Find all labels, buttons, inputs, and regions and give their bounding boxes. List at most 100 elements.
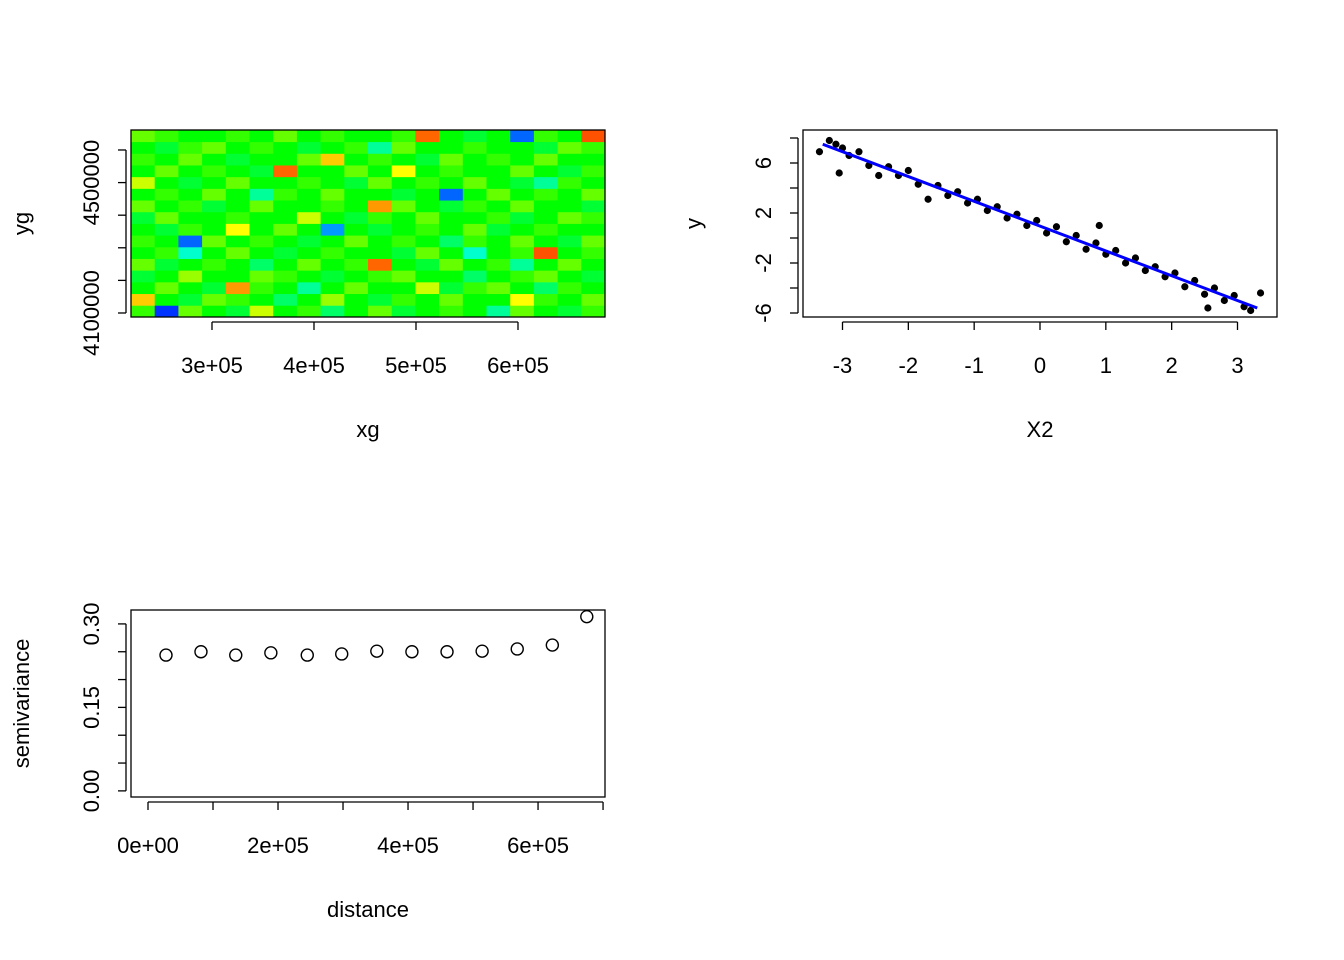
heat-cell — [462, 246, 487, 259]
heat-cell — [368, 246, 393, 259]
heat-cell — [344, 258, 369, 271]
heat-cell — [439, 153, 464, 166]
heat-cell — [510, 200, 535, 213]
heat-cell — [202, 235, 227, 248]
point — [1121, 259, 1130, 267]
heat-cell — [391, 141, 416, 154]
heat-cell — [131, 200, 156, 213]
heat-cell — [249, 246, 274, 259]
heat-cell — [225, 188, 250, 201]
heat-cell — [439, 235, 464, 248]
heat-cell — [202, 305, 227, 318]
y-tick-label: 0.00 — [79, 769, 104, 812]
heat-cell — [557, 211, 582, 224]
heat-cell — [581, 258, 606, 271]
heat-cell — [131, 141, 156, 154]
heat-cell — [557, 176, 582, 189]
heat-cell — [344, 200, 369, 213]
heat-cell — [225, 165, 250, 178]
point — [983, 206, 991, 215]
heat-cell — [368, 153, 393, 166]
heat-cell — [320, 165, 345, 178]
heat-cell — [415, 153, 440, 166]
heat-cell — [462, 153, 487, 166]
heat-cell — [439, 200, 464, 213]
heat-cell — [510, 211, 535, 224]
heat-cell — [273, 211, 298, 224]
heat-cell — [557, 141, 582, 154]
heat-cell — [439, 281, 464, 295]
heat-cell — [557, 270, 582, 283]
heat-cell — [273, 188, 298, 201]
heat-cell — [415, 141, 440, 154]
heat-cell — [225, 200, 250, 213]
heat-cell — [296, 246, 321, 259]
heat-cell — [486, 153, 511, 166]
heat-cell — [533, 235, 558, 248]
heat-cell — [273, 293, 298, 306]
heat-cell — [462, 293, 487, 306]
heat-cell — [557, 223, 582, 236]
point — [545, 638, 560, 652]
point — [1141, 266, 1149, 275]
heat-cell — [462, 235, 487, 248]
heat-cell — [368, 165, 393, 178]
heat-cell — [296, 270, 321, 283]
heat-cell — [462, 130, 487, 143]
heat-cell — [557, 188, 582, 201]
heat-cell — [557, 293, 582, 306]
heat-cell — [510, 235, 535, 248]
heat-cell — [439, 188, 464, 201]
heat-cell — [415, 223, 440, 236]
point — [1247, 306, 1255, 315]
heat-cell — [154, 176, 179, 189]
heat-cell — [273, 281, 298, 295]
heat-cell — [533, 141, 558, 154]
point — [1003, 214, 1011, 222]
heat-cell — [154, 293, 179, 306]
heat-cell — [249, 188, 274, 201]
heat-cell — [557, 235, 582, 248]
heat-cell — [296, 235, 321, 248]
point — [335, 647, 349, 661]
heat-cell — [462, 223, 487, 236]
heat-cell — [131, 305, 156, 318]
heat-cell — [486, 246, 511, 259]
heat-cell — [154, 270, 179, 283]
heat-cell — [320, 130, 345, 143]
heat-cell — [486, 305, 511, 318]
heat-cell — [225, 141, 250, 154]
heat-cell — [581, 223, 606, 236]
heat-cell — [439, 293, 464, 306]
heat-cell — [154, 211, 179, 224]
heat-cell — [533, 223, 558, 236]
x-tick-label: 0 — [1034, 353, 1046, 378]
heat-cell — [581, 235, 606, 248]
point — [510, 642, 524, 656]
heat-cell — [344, 211, 369, 224]
point — [1033, 216, 1041, 225]
heat-cell — [368, 200, 393, 213]
heat-cell — [581, 176, 606, 189]
heat-cell — [202, 200, 227, 213]
heat-cell — [486, 270, 511, 283]
heat-cell — [178, 211, 203, 224]
point — [1072, 231, 1080, 240]
heat-cell — [202, 211, 227, 224]
heat-cell — [486, 141, 511, 154]
heat-cell — [202, 281, 227, 295]
point — [963, 199, 972, 207]
heat-cell — [202, 223, 227, 236]
heat-cell — [249, 281, 274, 295]
heat-cell — [533, 281, 558, 295]
heat-cell — [391, 281, 416, 295]
heat-cell — [391, 270, 416, 283]
heat-cell — [178, 293, 203, 306]
plot-box — [130, 129, 606, 318]
heat-cell — [320, 200, 345, 213]
heat-cell — [510, 153, 535, 166]
heat-cell — [154, 153, 179, 166]
heat-cell — [486, 211, 511, 224]
heat-cell — [344, 153, 369, 166]
heat-cell — [439, 305, 464, 318]
